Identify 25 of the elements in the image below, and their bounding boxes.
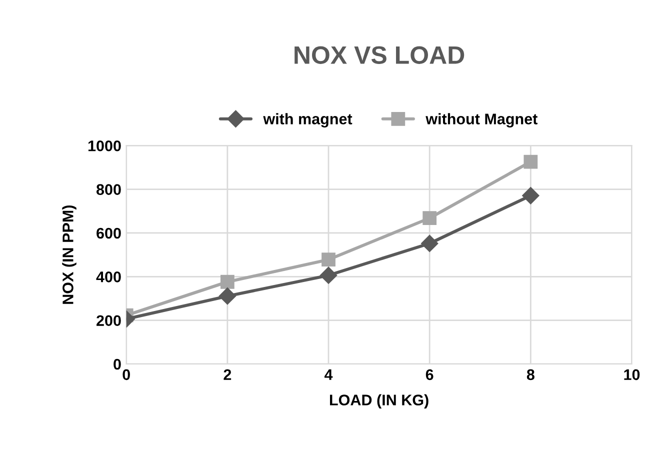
- point: [524, 154, 538, 169]
- y-tick-label: 0: [114, 358, 121, 370]
- point: [218, 288, 236, 305]
- legend-label: without Magnet: [426, 113, 538, 128]
- y-tick-label: 600: [96, 228, 121, 239]
- y-tick-label: 800: [96, 184, 121, 195]
- point: [220, 274, 234, 289]
- point: [421, 234, 438, 252]
- x-axis-title: LOAD (IN KG): [330, 394, 428, 408]
- point: [522, 187, 540, 204]
- x-tick-label: 2: [224, 369, 232, 380]
- y-axis-title: NOX (IN PPM): [62, 205, 76, 304]
- point: [322, 252, 336, 267]
- y-tick-label: 1000: [88, 140, 121, 152]
- chart-title: NOX VS LOAD: [294, 46, 464, 64]
- point: [422, 211, 437, 226]
- legend-label: with magnet: [263, 113, 352, 128]
- x-tick-label: 8: [526, 369, 534, 380]
- x-tick-label: 0: [122, 369, 130, 380]
- y-tick-label: 200: [96, 315, 121, 326]
- point: [320, 266, 338, 284]
- x-tick-label: 4: [324, 369, 333, 380]
- x-tick-label: 10: [624, 369, 640, 380]
- y-tick-label: 400: [96, 272, 121, 282]
- x-tick-label: 6: [426, 369, 434, 380]
